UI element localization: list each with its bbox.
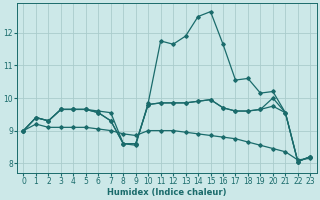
- X-axis label: Humidex (Indice chaleur): Humidex (Indice chaleur): [107, 188, 227, 197]
